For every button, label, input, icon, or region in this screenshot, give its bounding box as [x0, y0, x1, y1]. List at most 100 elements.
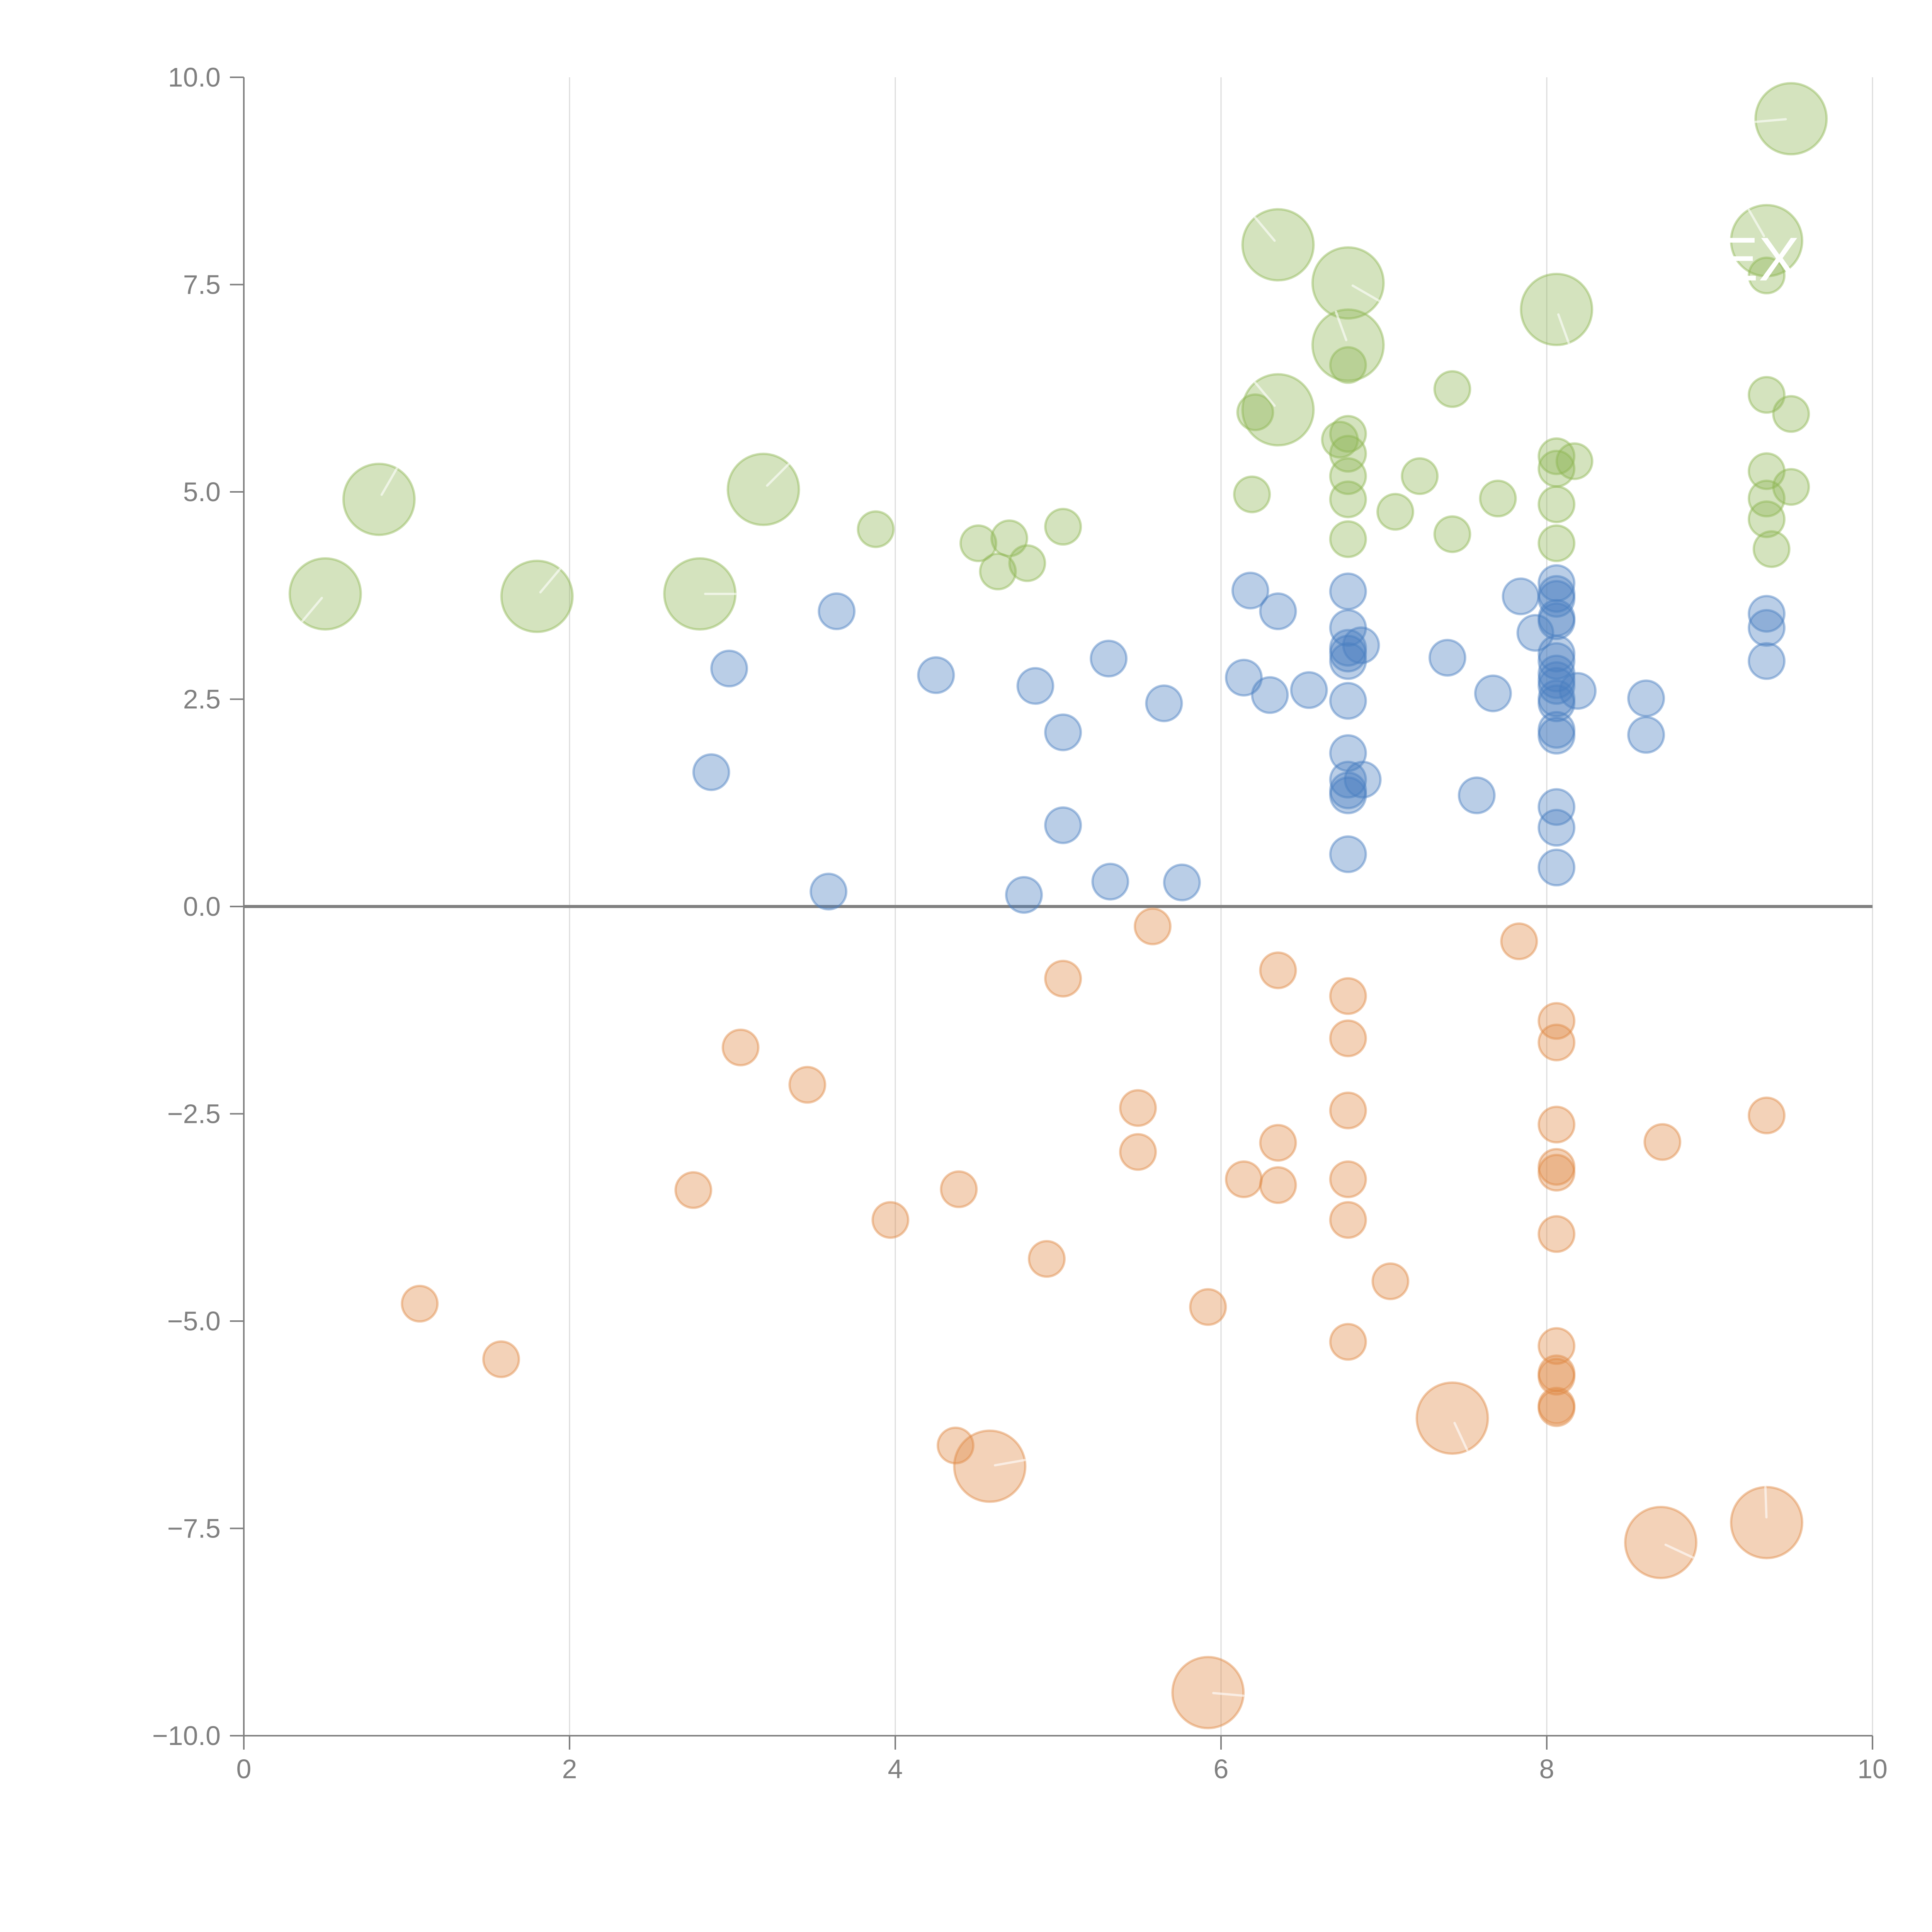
- bubble-direction-hand: [301, 597, 323, 622]
- bubble-direction-hand: [1254, 216, 1276, 242]
- y-tick-label: −7.5: [167, 1514, 221, 1544]
- bubble-point: [1537, 642, 1576, 680]
- bubble-point: [1748, 256, 1786, 294]
- bubble-point: [500, 560, 574, 633]
- bubble-point: [1329, 457, 1367, 495]
- bubble-point: [1627, 679, 1665, 718]
- bubble-point: [1329, 734, 1367, 772]
- bubble-point: [871, 1201, 910, 1239]
- bubble-point: [1537, 449, 1576, 488]
- x-tick-label: 10: [1857, 1754, 1888, 1784]
- bubble-point: [1752, 530, 1791, 568]
- hidden-annotation: EX: [1717, 224, 1799, 294]
- bubbles: [288, 82, 1828, 1730]
- bubble-point: [1537, 1215, 1576, 1253]
- bubble-point: [1189, 1288, 1227, 1326]
- bubble-point: [1027, 1240, 1066, 1278]
- bubble-point: [1329, 1160, 1367, 1199]
- bubble-point: [1371, 1262, 1410, 1300]
- bubble-point: [1329, 634, 1367, 673]
- y-axis-ticks: 10.0 7.5 5.0 2.5 0.0 −2.5 −5.0 −7.5 −10.0: [152, 62, 244, 1751]
- bubble-point: [1537, 654, 1576, 692]
- bubble-point: [990, 519, 1029, 558]
- bubble-point: [1329, 760, 1367, 799]
- bubble-point: [1537, 1327, 1576, 1365]
- bubble-point: [810, 872, 848, 911]
- bubble-point: [1474, 674, 1512, 713]
- y-tick-label: 10.0: [168, 62, 221, 92]
- bubble-direction-hand: [380, 467, 398, 496]
- bubble-point: [959, 524, 997, 563]
- bubble-point: [1329, 1201, 1367, 1239]
- bubble-point: [674, 1171, 713, 1209]
- bubble-point: [818, 592, 856, 631]
- bubble-point: [1329, 977, 1367, 1015]
- bubble-point: [1624, 1505, 1698, 1579]
- bubble-point: [1772, 395, 1810, 433]
- y-tick-label: −2.5: [167, 1099, 221, 1129]
- bubble-direction-hand: [1254, 381, 1276, 407]
- bubble-point: [1537, 1357, 1576, 1396]
- bubble-point: [1772, 468, 1810, 506]
- bubble-point: [1748, 642, 1786, 680]
- bubble-point: [1537, 849, 1576, 887]
- bubble-point: [1537, 524, 1576, 563]
- bubble-point: [1516, 614, 1554, 652]
- bubble-point: [1433, 370, 1471, 408]
- bubble-point: [1643, 1123, 1682, 1161]
- bubble-point: [1311, 308, 1385, 382]
- bubble-point: [979, 553, 1017, 591]
- bubble-point: [1376, 493, 1415, 531]
- bubble-point: [1329, 609, 1367, 647]
- bubble-point: [1342, 626, 1380, 665]
- bubble-point: [1748, 376, 1786, 414]
- bubble-point: [1044, 713, 1082, 752]
- bubble-point: [1537, 667, 1576, 705]
- bubble-point: [1730, 204, 1804, 277]
- bubble-point: [482, 1340, 520, 1378]
- y-tick-label: 2.5: [183, 684, 221, 714]
- bubble-point: [1311, 246, 1385, 320]
- bubble-point: [1133, 907, 1172, 946]
- bubble-point: [1458, 776, 1496, 815]
- bubble-point: [1044, 959, 1082, 998]
- bubble-direction-hand: [1453, 1422, 1469, 1452]
- bubble-point: [1329, 771, 1367, 810]
- bubble-point: [1329, 435, 1367, 473]
- y-tick-label: −5.0: [167, 1306, 221, 1336]
- bubble-point: [1329, 346, 1367, 384]
- bubble-point: [1537, 1153, 1576, 1192]
- bubble-point: [1537, 602, 1576, 640]
- bubble-point: [1044, 508, 1082, 546]
- bubble-point: [1537, 684, 1576, 723]
- bubble-point: [1537, 1002, 1576, 1040]
- bubble-point: [1555, 442, 1594, 480]
- bubble-point: [1415, 1381, 1489, 1455]
- bubble-point: [1748, 1096, 1786, 1134]
- bubble-point: [1537, 661, 1576, 699]
- bubble-point: [1225, 658, 1263, 697]
- bubble-point: [1537, 580, 1576, 618]
- y-tick-label: 0.0: [183, 891, 221, 922]
- y-tick-label: 7.5: [183, 270, 221, 300]
- bubble-point: [936, 1426, 975, 1464]
- bubble-point: [288, 557, 362, 631]
- bubble-point: [1163, 863, 1201, 901]
- bubble-point: [940, 1170, 978, 1208]
- bubble-direction-hand: [1351, 284, 1380, 302]
- bubble-point: [1329, 1323, 1367, 1361]
- bubble-point: [1145, 684, 1183, 723]
- y-tick-label: −10.0: [152, 1721, 221, 1751]
- bubble-point: [1329, 835, 1367, 873]
- bubble-point: [1259, 951, 1297, 990]
- bubble-point: [342, 463, 416, 536]
- bubble-direction-hand: [1754, 118, 1787, 123]
- bubble-point: [1537, 1023, 1576, 1061]
- bubble-point: [1537, 711, 1576, 749]
- bubble-point: [1433, 515, 1471, 553]
- series-orange: [401, 907, 1804, 1730]
- bubble-point: [1090, 639, 1128, 678]
- bubble-point: [917, 656, 955, 694]
- bubble-point: [1748, 609, 1786, 647]
